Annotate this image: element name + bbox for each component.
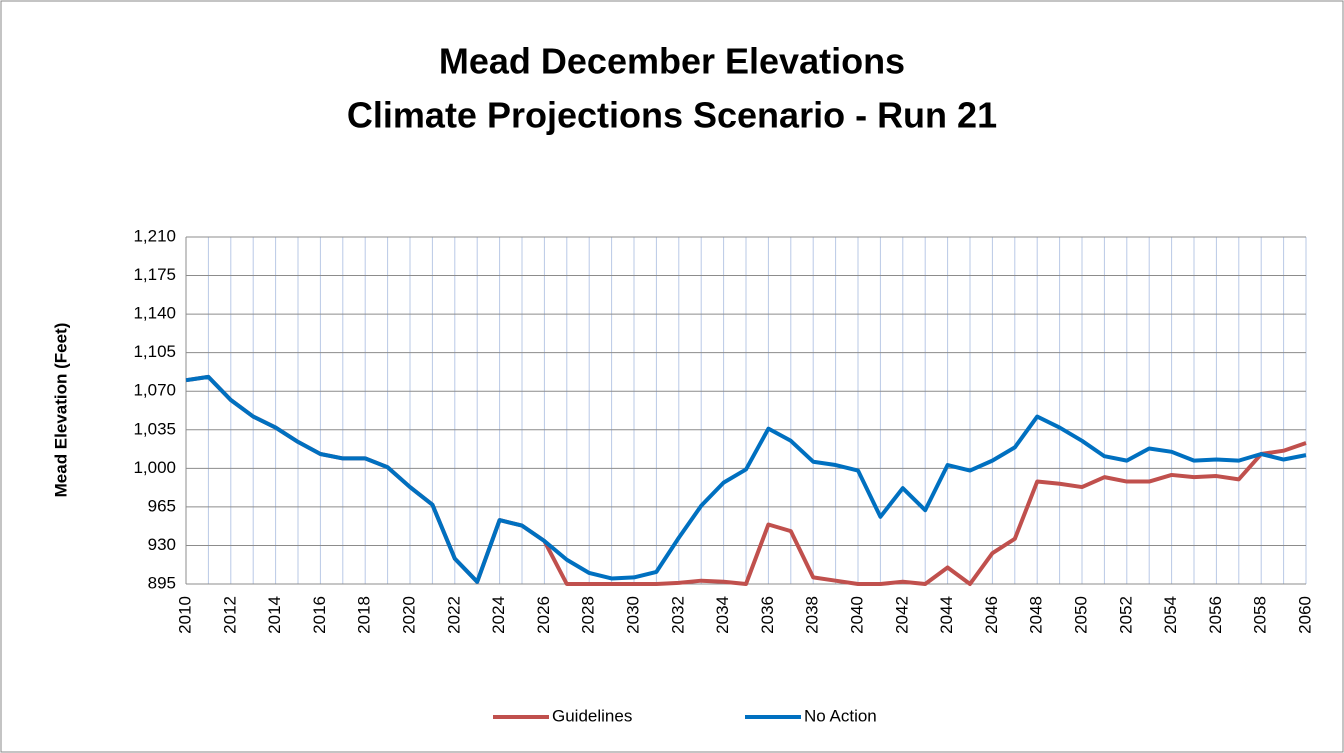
y-tick-label: 1,035: [133, 419, 176, 438]
y-tick-label: 1,000: [133, 458, 176, 477]
y-tick-label: 1,210: [133, 226, 176, 245]
y-axis-label: Mead Elevation (Feet): [51, 323, 70, 498]
legend-label: No Action: [804, 706, 877, 725]
x-tick-label: 2040: [847, 596, 866, 634]
x-tick-label: 2050: [1071, 596, 1090, 634]
x-tick-label: 2012: [220, 596, 239, 634]
x-tick-label: 2054: [1161, 596, 1180, 634]
series-line: [185, 374, 1307, 584]
x-tick-label: 2010: [175, 596, 194, 634]
x-tick-label: 2052: [1116, 596, 1135, 634]
x-tick-label: 2032: [668, 596, 687, 634]
y-tick-label: 895: [148, 573, 176, 592]
x-tick-label: 2030: [623, 596, 642, 634]
y-tick-label: 965: [148, 496, 176, 515]
x-tick-label: 2034: [713, 596, 732, 634]
x-tick-label: 2046: [982, 596, 1001, 634]
x-tick-label: 2020: [399, 596, 418, 634]
x-tick-label: 2016: [310, 596, 329, 634]
y-tick-label: 1,105: [133, 342, 176, 361]
x-tick-label: 2014: [265, 596, 284, 634]
x-tick-label: 2018: [355, 596, 374, 634]
y-tick-label: 1,140: [133, 304, 176, 323]
legend-label: Guidelines: [552, 706, 632, 725]
x-tick-label: 2036: [758, 596, 777, 634]
x-tick-label: 2024: [489, 596, 508, 634]
x-tick-label: 2044: [937, 596, 956, 634]
x-tick-label: 2022: [444, 596, 463, 634]
y-tick-label: 930: [148, 535, 176, 554]
x-tick-label: 2056: [1206, 596, 1225, 634]
y-tick-label: 1,070: [133, 381, 176, 400]
x-tick-label: 2058: [1251, 596, 1270, 634]
x-tick-label: 2028: [579, 596, 598, 634]
chart-title: Mead December Elevations: [439, 41, 905, 82]
x-tick-label: 2048: [1027, 596, 1046, 634]
x-tick-label: 2038: [803, 596, 822, 634]
y-tick-label: 1,175: [133, 265, 176, 284]
x-tick-label: 2042: [892, 596, 911, 634]
chart-subtitle: Climate Projections Scenario - Run 21: [347, 95, 997, 136]
x-tick-label: 2026: [534, 596, 553, 634]
x-tick-label: 2060: [1295, 596, 1314, 634]
